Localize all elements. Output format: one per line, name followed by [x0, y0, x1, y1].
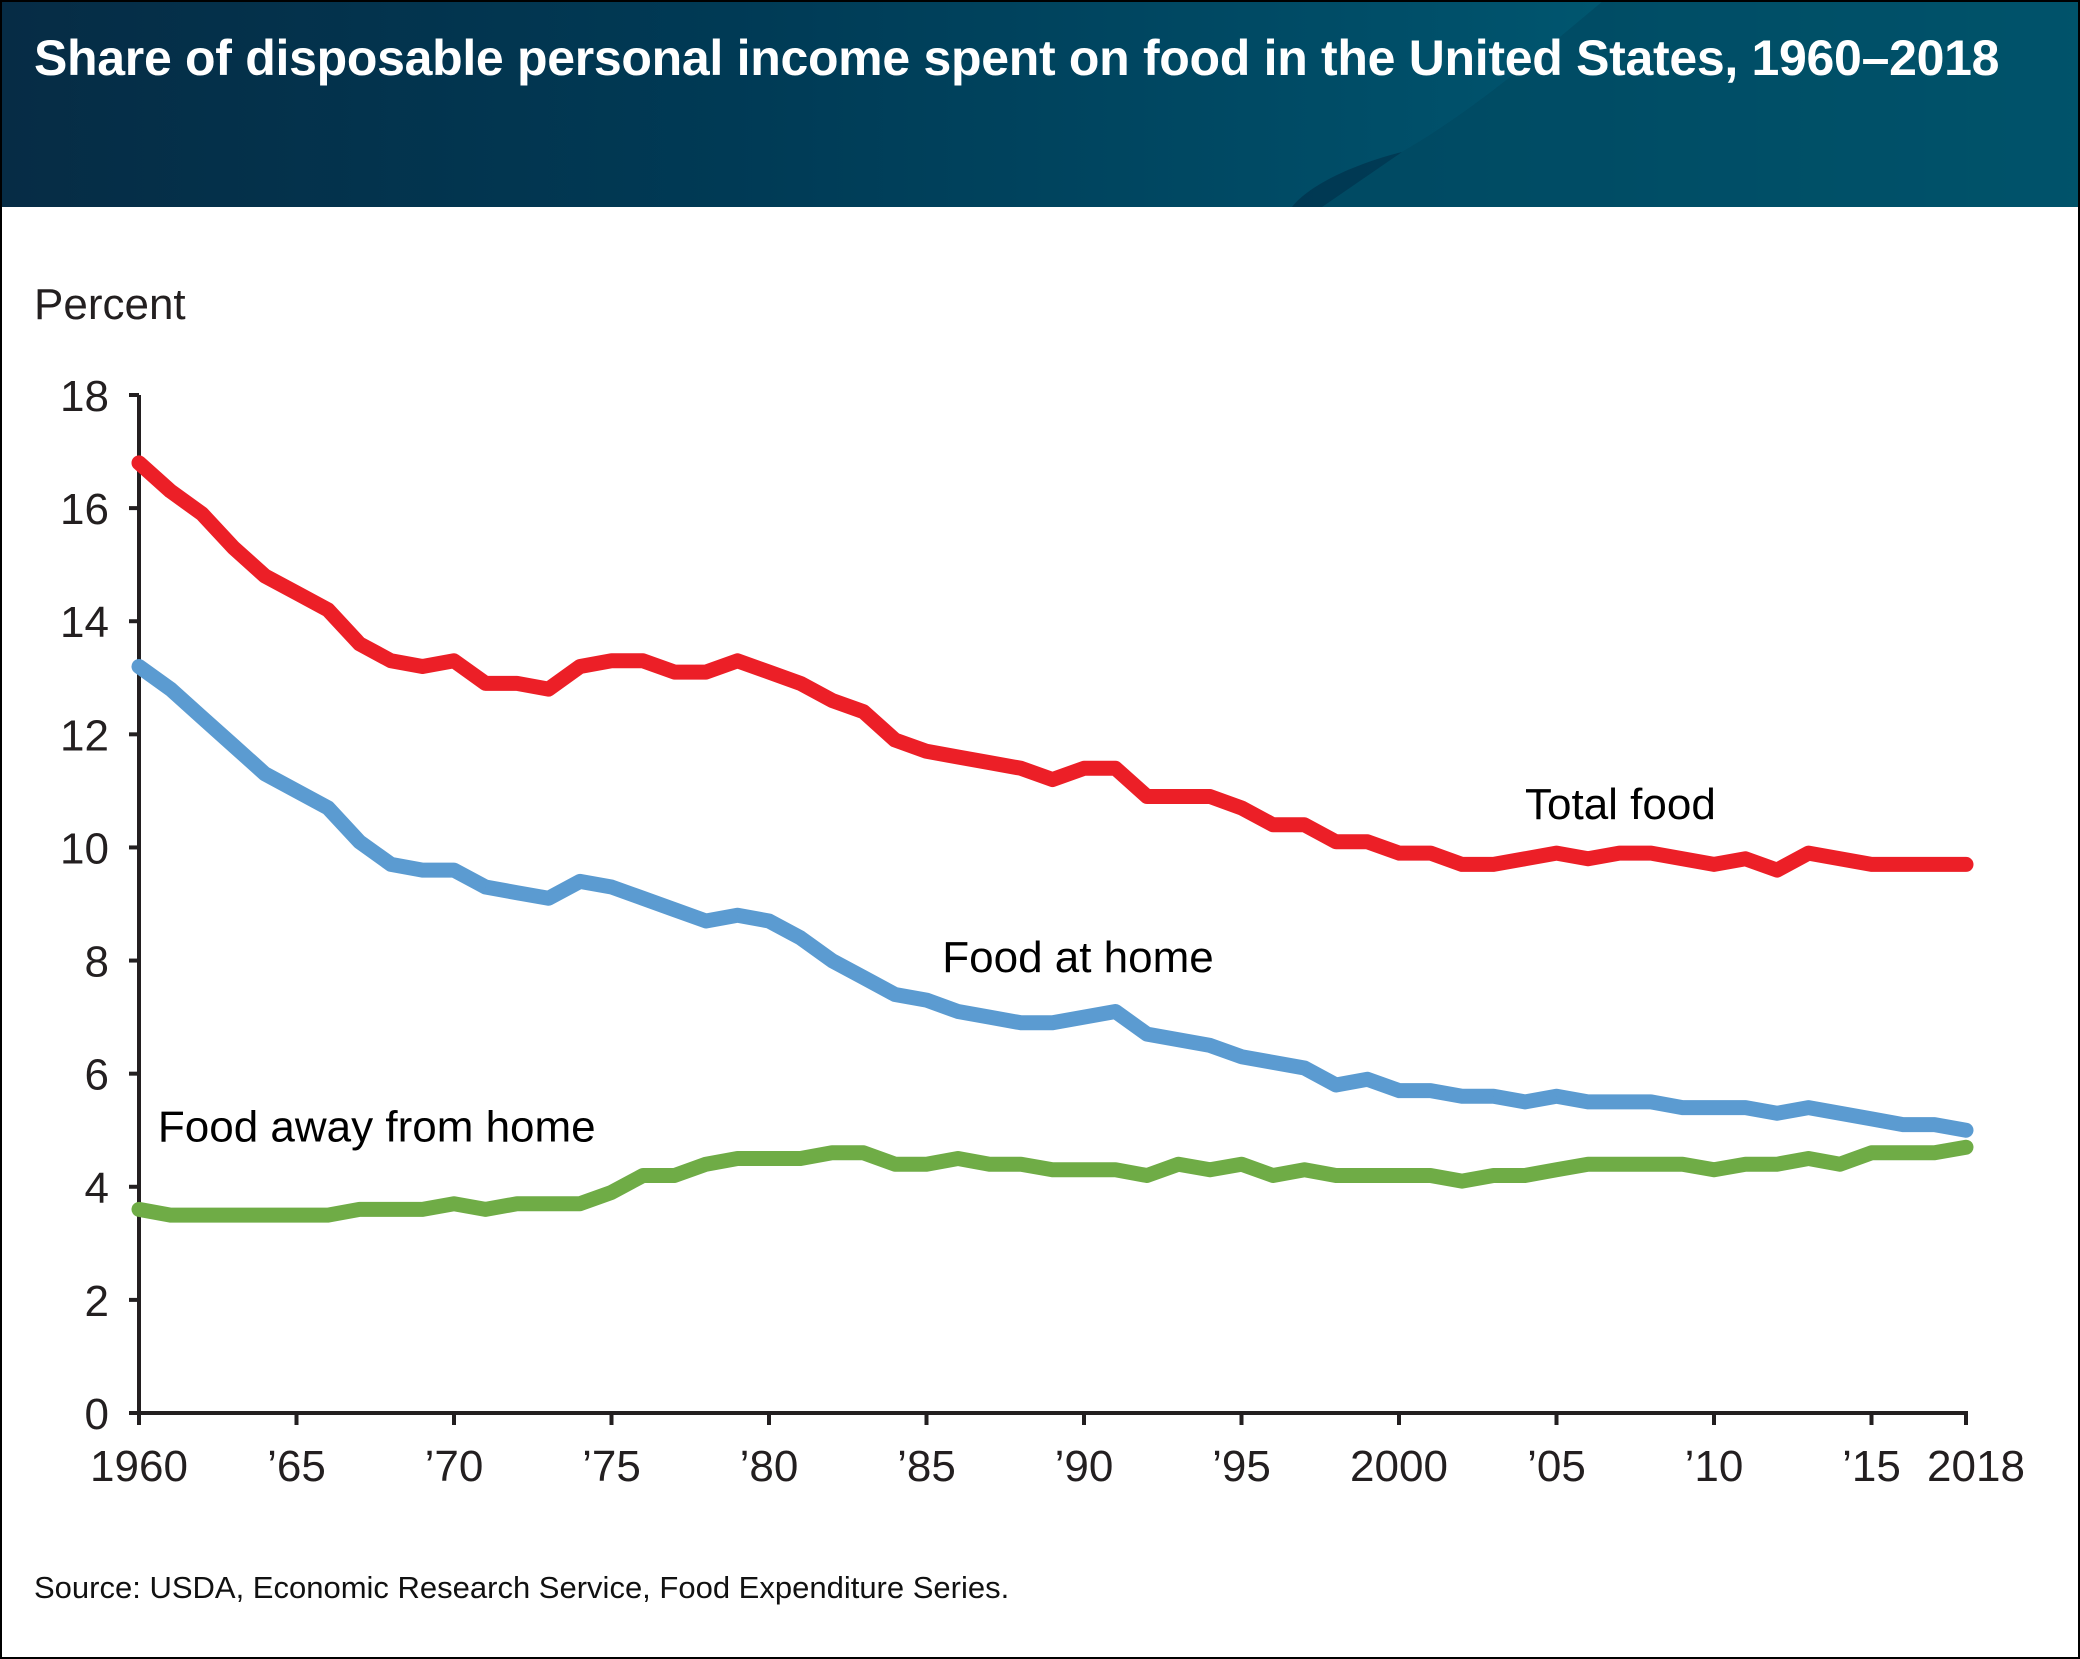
x-tick-label: ’10	[1685, 1442, 1744, 1491]
y-tick-label: 12	[60, 711, 109, 760]
series-line-food-away-from-home	[131, 1139, 1974, 1223]
y-tick-label: 14	[60, 598, 109, 647]
series-lines	[131, 455, 1974, 1223]
y-tick-label: 2	[85, 1277, 109, 1326]
line-chart: Percent 0 2 4 6 8 10 12 14 16 18 1960 ’65 ’70 ’75 ’80 ’…	[34, 280, 2025, 1491]
source-note: Source: USDA, Economic Research Service,…	[34, 1570, 1010, 1605]
banner-swoosh-decoration	[1292, 2, 2078, 207]
x-tick-label: 2018	[1927, 1442, 2025, 1491]
x-tick-label: ’75	[582, 1442, 641, 1491]
axes: 0 2 4 6 8 10 12 14 16 18 1960 ’65 ’70 ’75 ’80 ’85 ’90 ’95…	[60, 372, 2025, 1491]
x-tick-label: ’80	[740, 1442, 799, 1491]
y-tick-label: 0	[85, 1390, 109, 1439]
series-line-food-at-home	[131, 659, 1974, 1138]
series-label-food-away-from-home: Food away from home	[158, 1103, 596, 1152]
x-tick-label: 1960	[90, 1442, 188, 1491]
y-tick-label: 6	[85, 1051, 109, 1100]
y-tick-label: 10	[60, 824, 109, 873]
x-tick-label: ’15	[1842, 1442, 1901, 1491]
series-labels: Total food Food at home Food away from hom…	[158, 780, 1716, 1151]
series-label-total-food: Total food	[1525, 780, 1716, 829]
x-tick-label: ’05	[1527, 1442, 1586, 1491]
x-tick-label: ’90	[1055, 1442, 1114, 1491]
y-tick-label: 16	[60, 485, 109, 534]
x-tick-label: ’85	[897, 1442, 956, 1491]
y-axis-label: Percent	[34, 280, 186, 329]
chart-title: Share of disposable personal income spen…	[34, 30, 2000, 86]
x-tick-label: 2000	[1350, 1442, 1448, 1491]
x-tick-label: ’70	[425, 1442, 484, 1491]
x-tick-label: ’65	[267, 1442, 326, 1491]
x-tick-label: ’95	[1212, 1442, 1271, 1491]
y-tick-label: 18	[60, 372, 109, 421]
series-label-food-at-home: Food at home	[942, 933, 1214, 982]
y-tick-label: 8	[85, 938, 109, 987]
y-tick-label: 4	[85, 1164, 109, 1213]
title-banner: Share of disposable personal income spen…	[2, 2, 2078, 207]
